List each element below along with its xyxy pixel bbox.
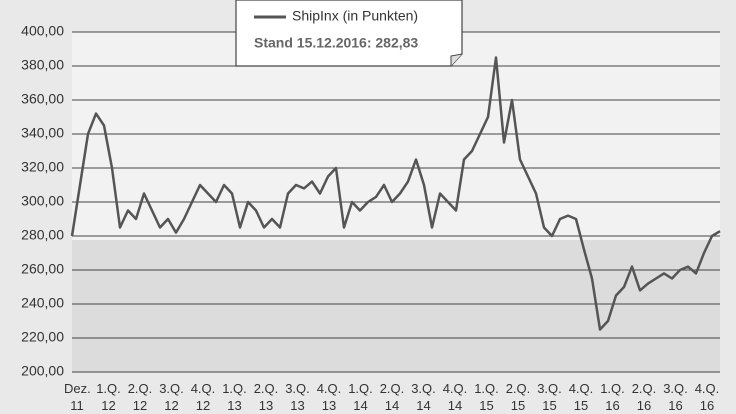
- y-tick-label: 200,00: [21, 363, 64, 379]
- x-tick-label: 3.Q. 15: [537, 381, 562, 413]
- y-tick-label: 380,00: [21, 57, 64, 73]
- x-tick-label: 3.Q. 13: [285, 381, 310, 413]
- x-tick-label: 4.Q. 16: [694, 381, 720, 413]
- y-tick-label: 340,00: [21, 125, 64, 141]
- x-tick-label: 4.Q. 12: [190, 381, 216, 413]
- x-tick-label: 1.Q. 14: [348, 381, 373, 413]
- y-tick-label: 260,00: [21, 261, 64, 277]
- x-tick-label: 2.Q. 12: [127, 381, 153, 413]
- x-tick-label: 3.Q. 16: [663, 381, 688, 413]
- y-tick-label: 360,00: [21, 91, 64, 107]
- x-tick-label: 4.Q. 14: [442, 381, 468, 413]
- annotation: Stand 15.12.2016: 282,83: [254, 35, 418, 51]
- legend-box: ShipInx (in Punkten) Stand 15.12.2016: 2…: [235, 0, 463, 67]
- legend-fold: [450, 53, 463, 66]
- x-tick-label: 1.Q. 15: [474, 381, 499, 413]
- x-tick-label: 2.Q. 15: [505, 381, 531, 413]
- y-tick-label: 320,00: [21, 159, 64, 175]
- x-tick-label: 1.Q. 16: [600, 381, 625, 413]
- x-tick-label: 3.Q. 14: [411, 381, 436, 413]
- x-tick-label: 4.Q. 13: [316, 381, 342, 413]
- lines: [70, 56, 721, 331]
- y-tick-label: 220,00: [21, 329, 64, 345]
- y-tick-label: 300,00: [21, 193, 64, 209]
- y-tick-label: 280,00: [21, 227, 64, 243]
- x-tick-label: 4.Q. 15: [568, 381, 594, 413]
- legend-label: ShipInx (in Punkten): [292, 8, 418, 24]
- x-tick-label: 1.Q. 12: [96, 381, 121, 413]
- x-tick-label: 2.Q. 13: [253, 381, 279, 413]
- x-tick-label: 1.Q. 13: [222, 381, 247, 413]
- series-line: [70, 56, 721, 331]
- water-background: [72, 240, 720, 372]
- x-tick-label: 2.Q. 14: [379, 381, 405, 413]
- y-tick-label: 240,00: [21, 295, 64, 311]
- y-tick-label: 400,00: [21, 23, 64, 39]
- x-tick-label: 3.Q. 12: [159, 381, 184, 413]
- x-tick-label: 2.Q. 16: [631, 381, 657, 413]
- x-tick-label: Dez. 11: [64, 381, 91, 413]
